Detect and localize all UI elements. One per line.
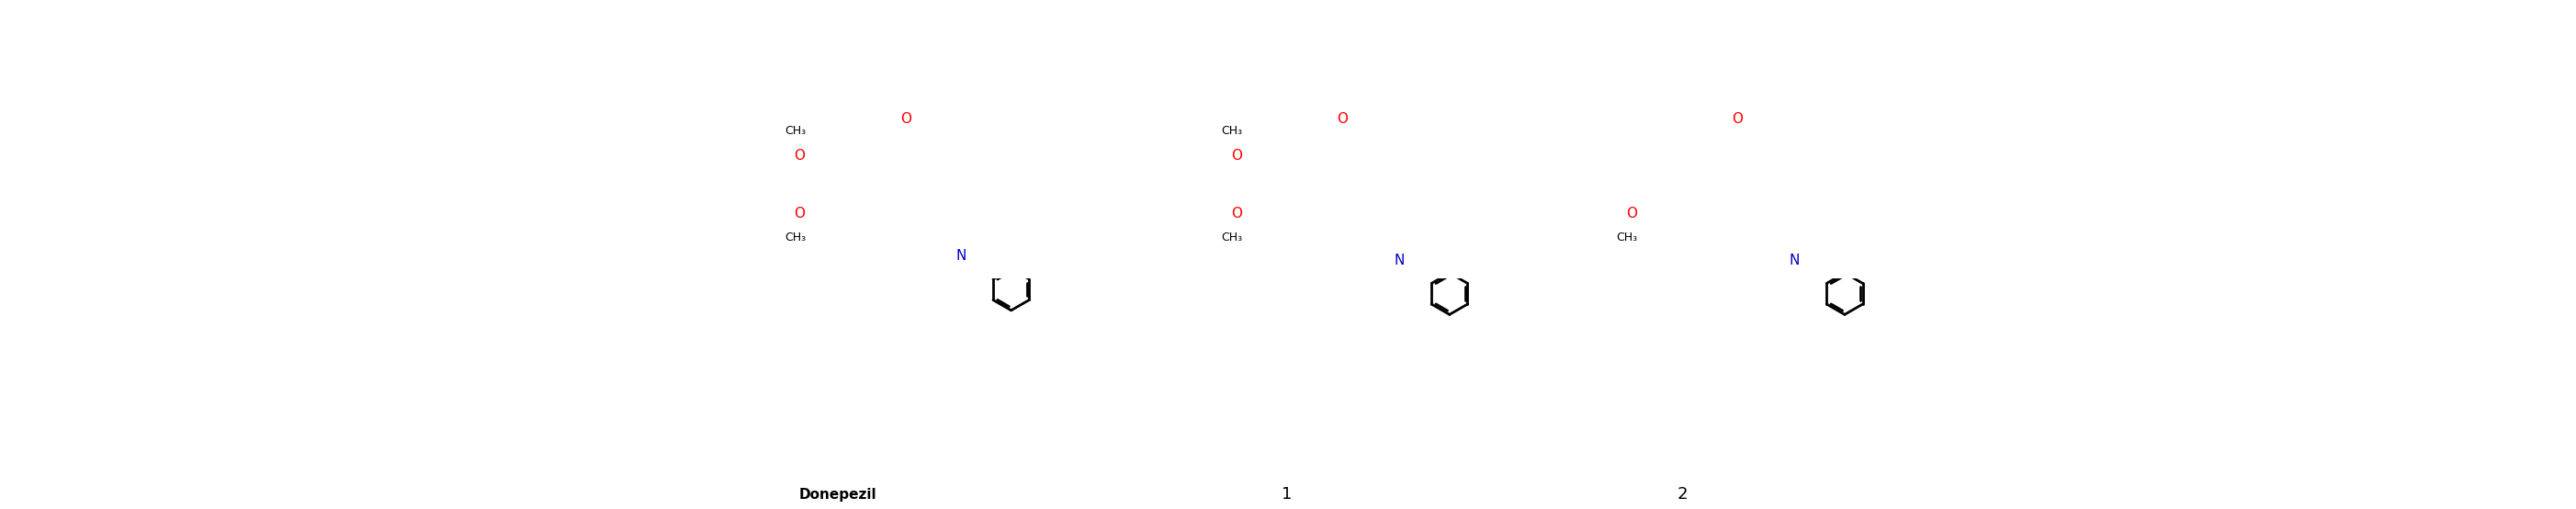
Text: O: O [1231, 149, 1242, 163]
Text: O: O [899, 112, 912, 126]
Text: CH₃: CH₃ [1618, 232, 1638, 244]
Text: O: O [1231, 206, 1242, 220]
Text: N: N [1394, 253, 1404, 267]
Text: 2: 2 [1677, 486, 1687, 503]
Text: O: O [1731, 112, 1744, 126]
Text: N: N [956, 249, 966, 263]
Text: CH₃: CH₃ [786, 232, 806, 244]
Text: N: N [1790, 253, 1801, 267]
Text: O: O [1337, 112, 1347, 126]
Text: O: O [1625, 206, 1636, 220]
Text: CH₃: CH₃ [1221, 125, 1242, 137]
Text: CH₃: CH₃ [786, 125, 806, 137]
Text: 1: 1 [1283, 486, 1293, 503]
Text: O: O [793, 206, 806, 220]
Text: O: O [793, 149, 806, 163]
Text: Donepezil: Donepezil [799, 488, 876, 501]
Text: CH₃: CH₃ [1221, 232, 1242, 244]
